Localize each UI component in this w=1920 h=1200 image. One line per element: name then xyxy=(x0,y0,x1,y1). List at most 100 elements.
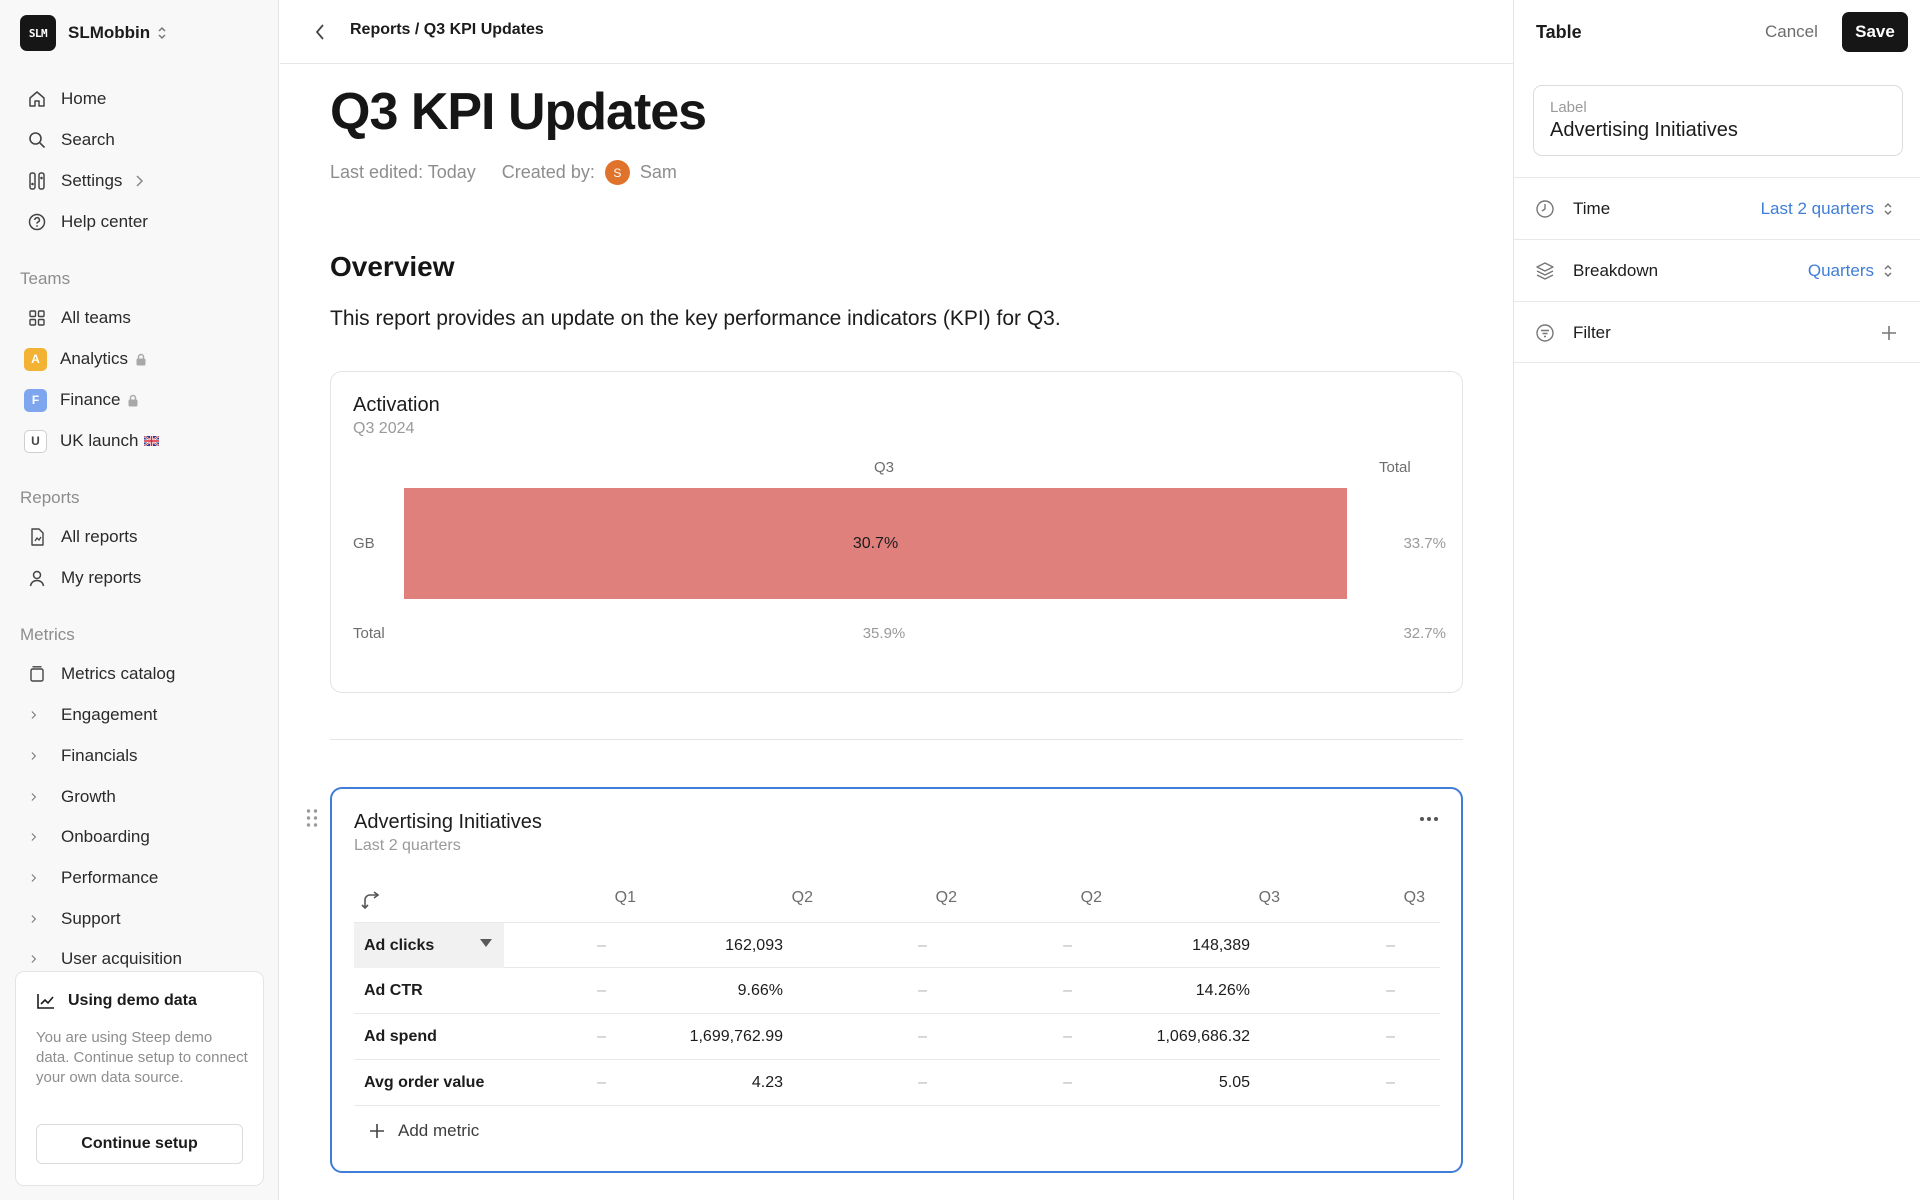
cell-total-total: 32.7% xyxy=(1403,625,1446,642)
time-setting-row[interactable]: Time Last 2 quarters xyxy=(1514,177,1920,239)
chevron-right-icon xyxy=(20,780,56,814)
metric-group-onboarding[interactable]: Onboarding xyxy=(20,820,260,854)
row-label: Ad clicks xyxy=(364,937,435,954)
settings-sliders-icon xyxy=(20,164,56,198)
time-label: Time xyxy=(1573,199,1611,218)
add-filter-plus-icon[interactable] xyxy=(1880,324,1898,342)
team-label: Analytics xyxy=(60,349,129,368)
chevron-left-icon xyxy=(315,24,324,40)
table-cell: – xyxy=(918,1028,927,1045)
nav-all-teams[interactable]: All teams xyxy=(20,301,260,335)
table-cell: – xyxy=(1386,937,1395,954)
last-edited: Last edited: Today xyxy=(330,162,476,182)
breakdown-value[interactable]: Quarters xyxy=(1807,261,1874,280)
add-metric-button[interactable]: Add metric xyxy=(368,1121,479,1141)
teams-section-title: Teams xyxy=(20,269,71,288)
team-finance[interactable]: F Finance xyxy=(20,383,260,417)
page-title: Q3 KPI Updates xyxy=(330,83,707,141)
highlight-cell-gb-q3: 30.7% xyxy=(404,488,1347,599)
overview-heading: Overview xyxy=(330,251,455,282)
metric-group-growth[interactable]: Growth xyxy=(20,780,260,814)
cancel-button[interactable]: Cancel xyxy=(1765,22,1818,41)
advertising-subtitle: Last 2 quarters xyxy=(354,837,461,854)
table-cell: – xyxy=(1063,982,1072,999)
nav-home[interactable]: Home xyxy=(20,82,260,116)
advertising-card[interactable]: Advertising Initiatives Last 2 quarters … xyxy=(330,787,1463,1173)
caret-down-icon[interactable] xyxy=(480,939,492,947)
team-uk-launch[interactable]: U UK launch xyxy=(20,424,260,458)
layers-icon xyxy=(1536,262,1554,280)
nav-search[interactable]: Search xyxy=(20,123,260,157)
workspace-switcher[interactable]: SLM SLMobbin xyxy=(20,15,168,51)
row-header-cell-selected[interactable] xyxy=(354,923,504,968)
lock-icon xyxy=(128,394,138,406)
nav-my-reports[interactable]: My reports xyxy=(20,561,260,595)
panel-title: Table xyxy=(1536,22,1582,42)
chevron-right-icon xyxy=(20,902,56,936)
metric-group-performance[interactable]: Performance xyxy=(20,861,260,895)
table-cell: – xyxy=(597,1074,606,1091)
user-icon xyxy=(20,561,56,595)
table-cell: – xyxy=(1386,1074,1395,1091)
row-label: Ad spend xyxy=(364,1028,437,1045)
team-badge: A xyxy=(24,347,47,371)
breakdown-setting-row[interactable]: Breakdown Quarters xyxy=(1514,239,1920,301)
nav-all-reports[interactable]: All reports xyxy=(20,520,260,554)
nav-metrics-catalog[interactable]: Metrics catalog xyxy=(20,657,260,691)
drag-handle-icon[interactable] xyxy=(304,806,320,830)
metric-group-label: Performance xyxy=(61,868,159,887)
metric-group-financials[interactable]: Financials xyxy=(20,739,260,773)
table-row[interactable]: Ad CTR – 9.66% – – 14.26% – xyxy=(354,968,1440,1014)
activation-card[interactable]: Activation Q3 2024 Q3 Total GB 30.7% 33.… xyxy=(330,371,1463,693)
nav-home-label: Home xyxy=(61,89,107,108)
table-cell: – xyxy=(1386,1028,1395,1045)
cell-total-q3: 35.9% xyxy=(862,625,906,642)
table-cell: – xyxy=(597,982,606,999)
nav-all-teams-label: All teams xyxy=(61,308,131,327)
top-bar: Reports / Q3 KPI Updates xyxy=(280,0,1513,64)
metric-group-engagement[interactable]: Engagement xyxy=(20,698,260,732)
table-cell: – xyxy=(918,982,927,999)
chevron-right-icon xyxy=(136,175,144,187)
filter-icon xyxy=(1536,324,1554,342)
overview-text: This report provides an update on the ke… xyxy=(330,307,1061,330)
metric-group-support[interactable]: Support xyxy=(20,902,260,936)
metric-group-label: Engagement xyxy=(61,705,158,724)
chevron-right-icon xyxy=(20,861,56,895)
table-cell: – xyxy=(918,1074,927,1091)
column-header: Q3 xyxy=(1403,889,1425,906)
more-options-button[interactable] xyxy=(1417,811,1441,827)
clock-icon xyxy=(1536,200,1554,218)
filter-setting-row[interactable]: Filter xyxy=(1514,301,1920,363)
metrics-section-title: Metrics xyxy=(20,625,75,644)
label-field[interactable]: Label xyxy=(1533,85,1903,156)
plus-icon xyxy=(370,1124,384,1138)
metric-group-label: Onboarding xyxy=(61,827,150,846)
team-analytics[interactable]: A Analytics xyxy=(20,342,260,376)
chevron-updown-icon xyxy=(1884,264,1892,278)
lock-icon xyxy=(136,353,146,365)
demo-title: Using demo data xyxy=(68,992,197,1009)
advertising-title: Advertising Initiatives xyxy=(354,811,542,833)
author-name: Sam xyxy=(639,162,677,182)
table-row[interactable]: Ad clicks – 162,093 – – 148,389 – xyxy=(354,922,1440,968)
label-field-caption: Label xyxy=(1550,99,1587,116)
metric-group-user-acquisition[interactable]: User acquisition xyxy=(20,942,260,976)
continue-setup-button[interactable]: Continue setup xyxy=(36,1124,243,1164)
pivot-icon[interactable] xyxy=(360,890,382,912)
chevron-right-icon xyxy=(20,820,56,854)
back-button[interactable] xyxy=(308,20,332,44)
table-cell: – xyxy=(597,1028,606,1045)
workspace-logo: SLM xyxy=(20,15,56,51)
label-input[interactable] xyxy=(1550,119,1880,142)
cell-gb-q3: 30.7% xyxy=(852,534,899,552)
table-row[interactable]: Avg order value – 4.23 – – 5.05 – xyxy=(354,1060,1440,1106)
nav-help-center[interactable]: Help center xyxy=(20,205,260,239)
table-cell: 5.05 xyxy=(1218,1074,1250,1091)
table-row[interactable]: Ad spend – 1,699,762.99 – – 1,069,686.32 – xyxy=(354,1014,1440,1060)
column-header-total: Total xyxy=(1379,459,1411,476)
time-value[interactable]: Last 2 quarters xyxy=(1760,199,1874,218)
nav-settings[interactable]: Settings xyxy=(20,164,260,198)
save-button[interactable]: Save xyxy=(1842,12,1908,52)
chevron-right-icon xyxy=(20,942,56,976)
